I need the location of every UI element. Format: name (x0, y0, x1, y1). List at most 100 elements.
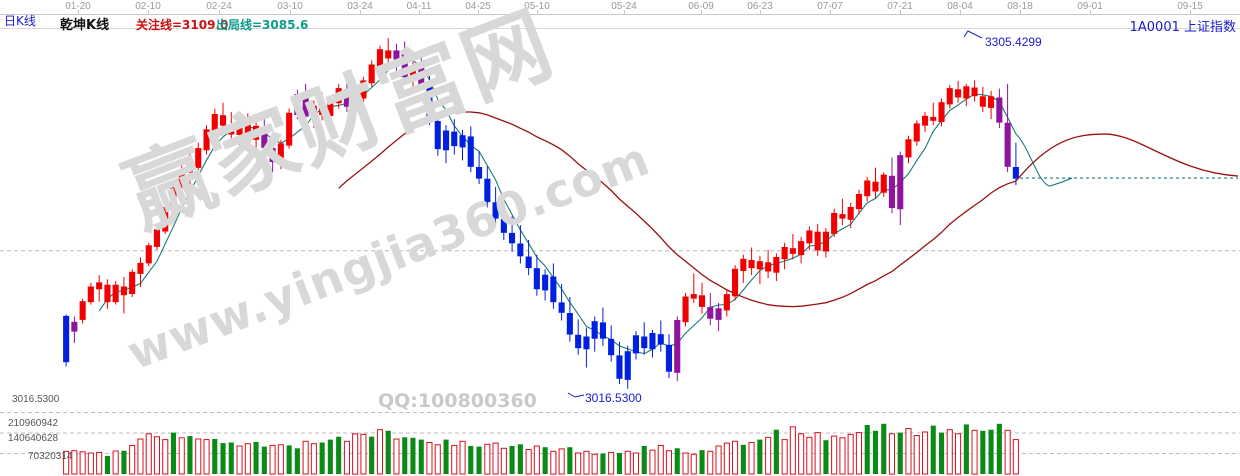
candle-body (71, 321, 78, 332)
volume-bar (187, 436, 193, 474)
candle-body (550, 276, 557, 303)
date-tick-mark (701, 10, 702, 14)
candle-body (682, 296, 689, 323)
candle-body (897, 155, 904, 210)
kline-period-label[interactable]: 日K线 (4, 14, 36, 28)
candle-body (261, 126, 268, 148)
date-tick: 02-24 (206, 1, 232, 12)
volume-bar (319, 442, 325, 474)
volume-bar (476, 446, 482, 474)
volume-bar (748, 442, 755, 475)
date-tick-mark (1090, 10, 1091, 14)
volume-pane[interactable] (0, 400, 1240, 476)
volume-bar (294, 448, 300, 474)
volume-bar (872, 430, 878, 474)
volume-bar (814, 432, 821, 475)
volume-bar (104, 455, 110, 474)
candle-body (385, 50, 392, 59)
volume-bar (616, 453, 622, 474)
volume-bar (112, 450, 119, 475)
volume-bar (79, 451, 86, 475)
candle-body (443, 130, 450, 151)
candle-body (360, 80, 367, 99)
date-tick-mark (537, 10, 538, 14)
candle-body (789, 248, 796, 254)
date-tick: 03-24 (347, 1, 373, 12)
date-tick: 04-25 (465, 1, 491, 12)
ma-long-line (338, 111, 1017, 308)
candle-body (509, 232, 516, 244)
candle-body (145, 245, 152, 264)
volume-bar (153, 436, 160, 475)
volume-bar (162, 439, 169, 475)
volume-bar (905, 428, 912, 475)
volume-bar (550, 450, 557, 475)
volume-bar (434, 444, 441, 475)
volume-bar (443, 439, 449, 474)
volume-bar (723, 442, 730, 475)
high-annotation-leader (963, 30, 983, 39)
volume-bar (665, 450, 673, 475)
date-tick-mark (624, 10, 625, 14)
volume-bar (212, 439, 218, 474)
date-tick-mark (900, 10, 901, 14)
candle-body (335, 88, 342, 104)
candle-body (63, 315, 70, 363)
volume-bar (500, 447, 507, 475)
volume-bar (632, 452, 640, 475)
volume-bar (888, 433, 896, 475)
date-tick: 02-10 (135, 1, 161, 12)
volume-bar (261, 446, 267, 474)
candle-body (162, 207, 169, 232)
volume-bar (402, 437, 408, 475)
volume-bar (608, 451, 615, 475)
candle-body (104, 284, 111, 303)
date-tick-mark (148, 10, 149, 14)
candle-body (368, 64, 375, 84)
candle-body (393, 50, 400, 60)
candle-body (624, 351, 631, 380)
volume-bar (715, 445, 722, 475)
volume-bar (542, 447, 548, 474)
date-tick: 06-09 (688, 1, 714, 12)
volume-bar (699, 450, 705, 474)
date-tick: 06-23 (747, 1, 773, 12)
candle-body (839, 214, 846, 219)
date-tick: 09-01 (1077, 1, 1103, 12)
volume-bar (327, 439, 333, 474)
volume-bar (525, 449, 532, 475)
volume-bar (740, 444, 746, 474)
price-pane[interactable] (0, 15, 1240, 400)
volume-bar (963, 424, 969, 474)
volume-bar (145, 433, 152, 475)
candle-body (426, 84, 433, 121)
candle-body (765, 262, 772, 272)
candle-body (996, 97, 1003, 123)
candle-body (525, 256, 532, 269)
candle-body (253, 125, 260, 140)
high-price-annotation: 3305.4299 (985, 35, 1042, 49)
candle-body (203, 129, 210, 151)
candle-body (665, 344, 673, 372)
volume-bar (96, 451, 103, 475)
candle-body (178, 170, 185, 187)
volume-bar (277, 444, 284, 475)
candle-body (599, 322, 607, 339)
volume-bar (410, 437, 416, 474)
volume-bar (484, 443, 491, 475)
candle-body (376, 49, 383, 67)
volume-bar (930, 425, 936, 474)
candle-body (277, 143, 284, 164)
candle-body (1012, 167, 1019, 179)
candle-body (575, 334, 582, 349)
forecast-ma-short (1015, 133, 1073, 187)
candle-body (137, 262, 144, 274)
candle-body (500, 218, 507, 233)
candle-body (930, 116, 937, 121)
volume-bar (971, 429, 978, 475)
candle-body (401, 51, 408, 78)
date-tick-mark (960, 10, 961, 14)
volume-bar (310, 443, 317, 475)
volume-bar (939, 432, 945, 474)
